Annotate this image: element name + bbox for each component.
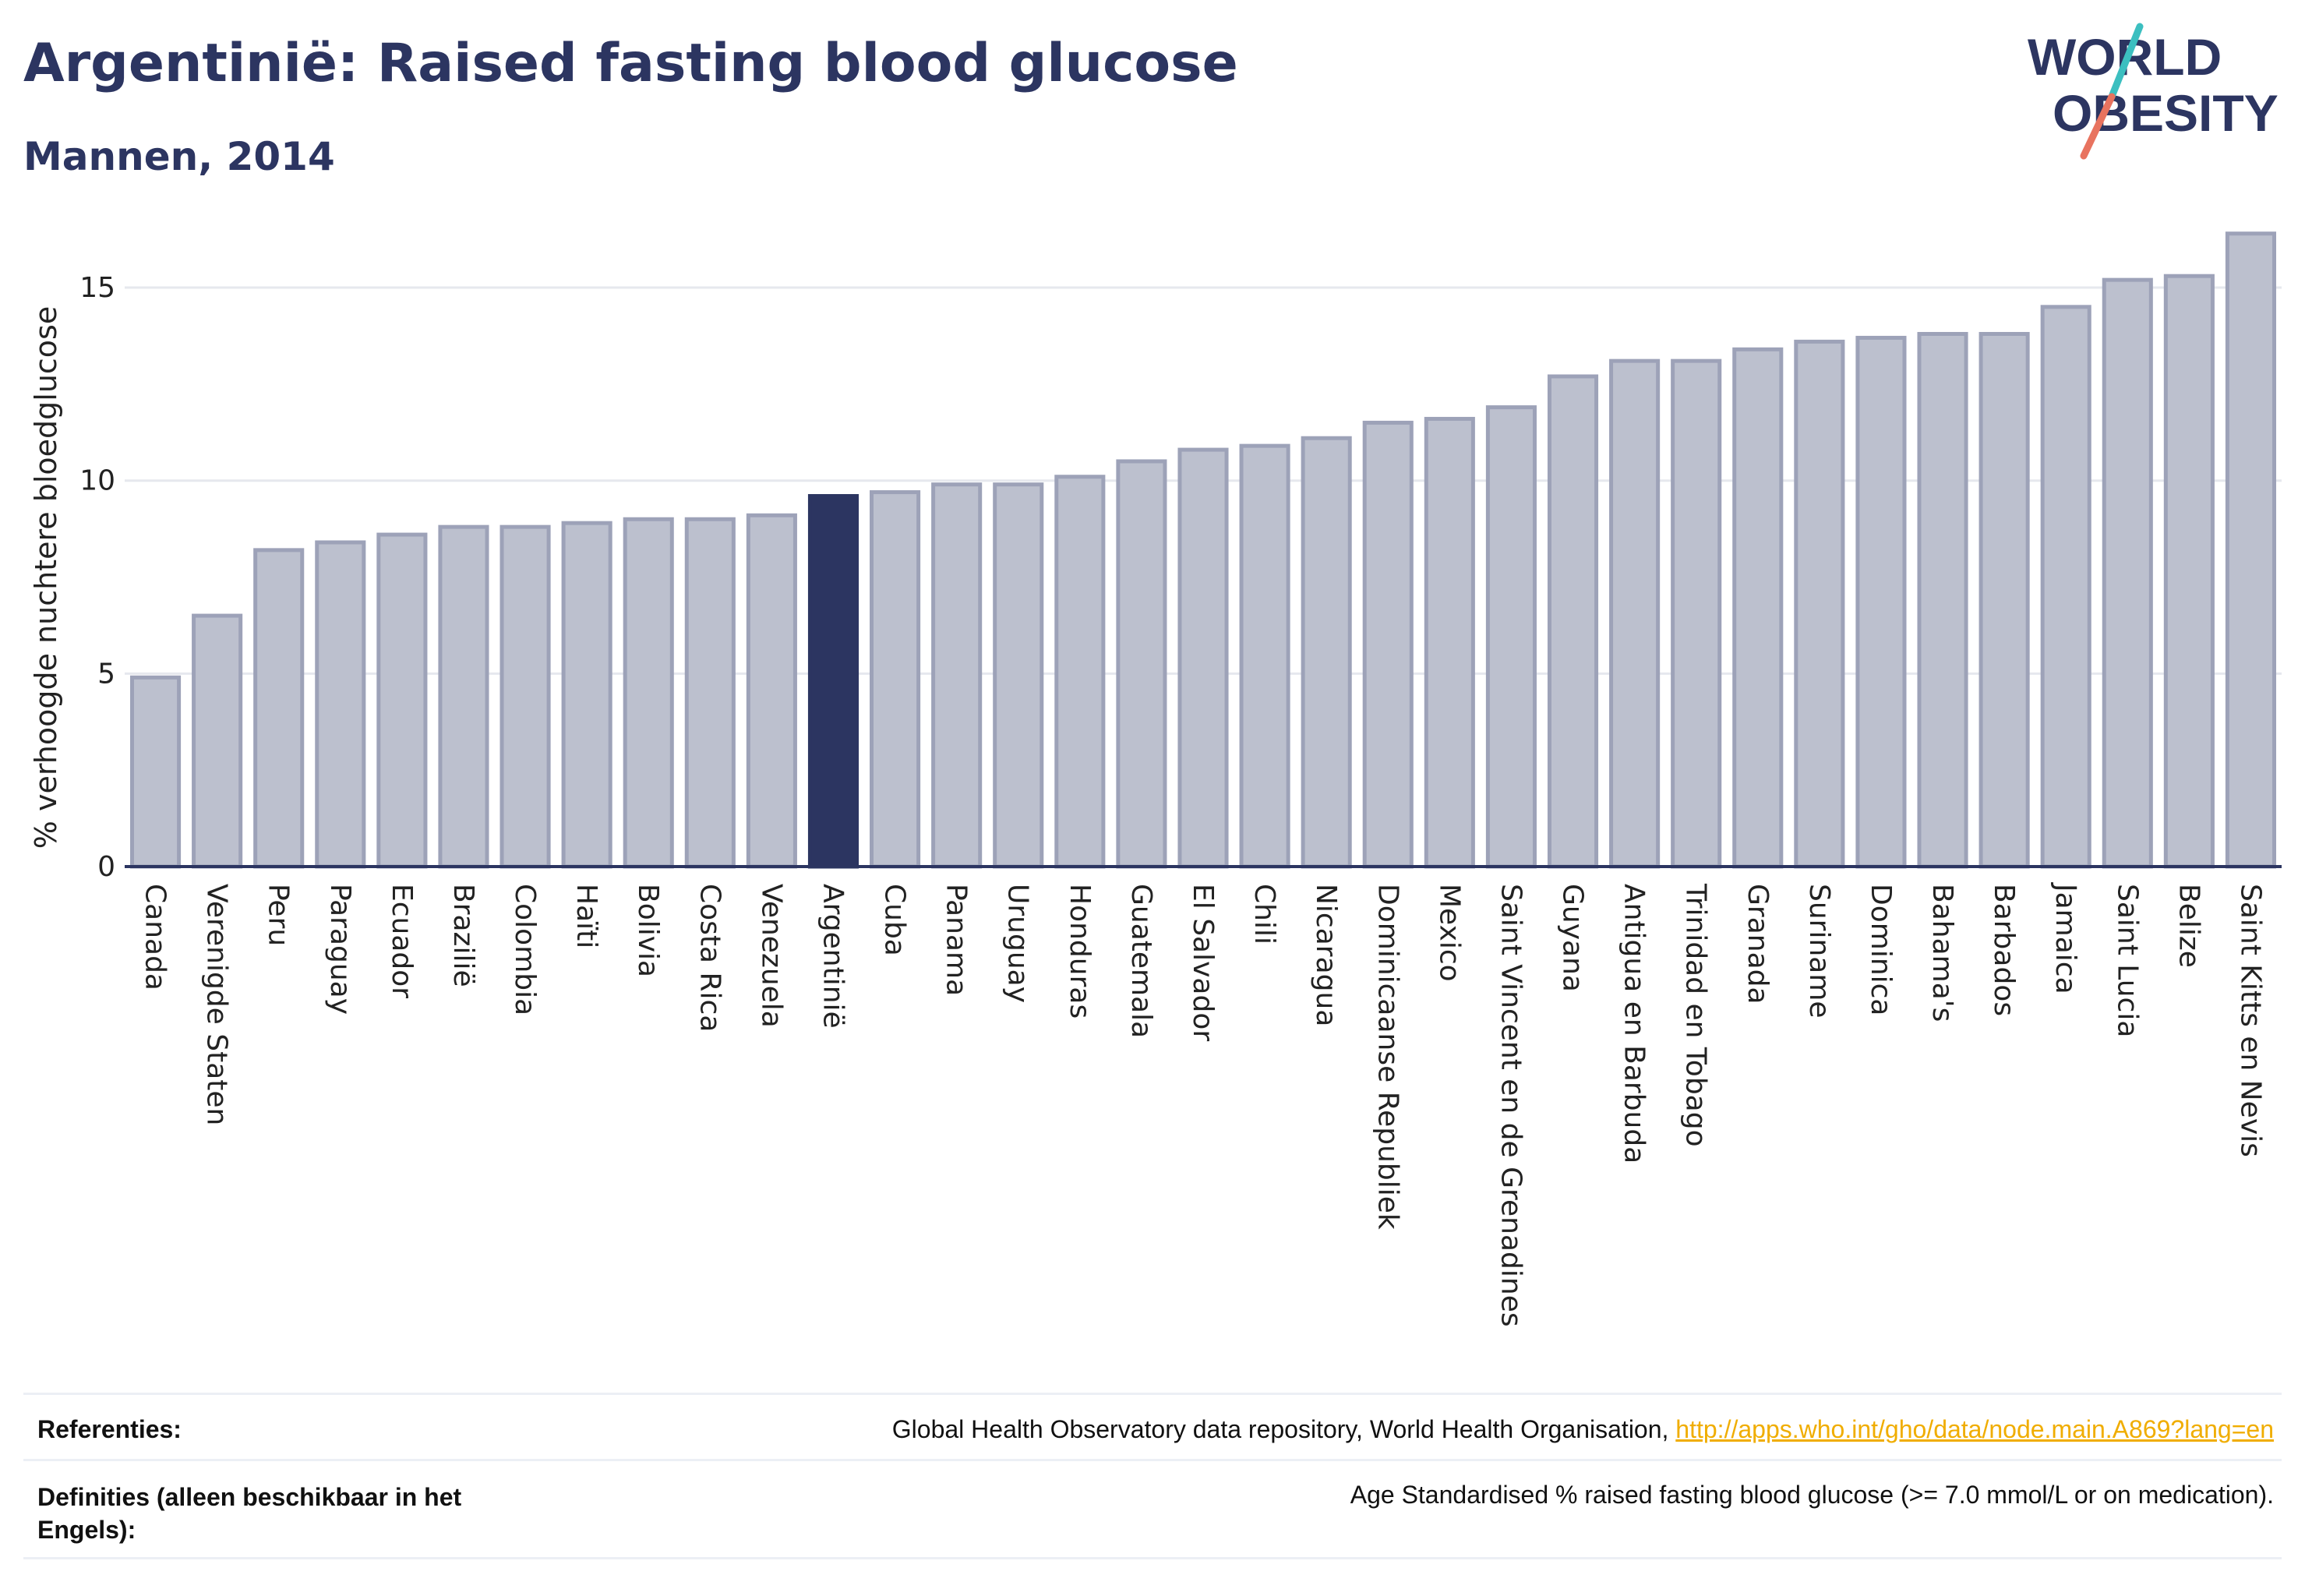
x-tick-label: Trinidad en Tobago: [1680, 883, 1712, 1147]
x-tick-label: Guatemala: [1125, 884, 1157, 1038]
x-tick-label: Argentinië: [817, 884, 849, 1029]
bar-cuba: [870, 490, 921, 869]
bar-chili: [1239, 443, 1290, 869]
x-tick-label: Dominicaanse Republiek: [1371, 884, 1403, 1230]
footer-divider-top: [23, 1393, 2282, 1395]
x-tick-label: Peru: [263, 884, 295, 946]
bar-nicaragua: [1301, 436, 1352, 869]
footer-divider-bottom: [23, 1557, 2282, 1559]
x-tick-label: Cuba: [879, 884, 911, 956]
x-tick-label: Mexico: [1433, 884, 1465, 982]
x-tick-label: Antigua en Barbuda: [1618, 884, 1650, 1163]
bar-honduras: [1054, 475, 1106, 869]
x-tick-label: Saint Vincent en de Grenadines: [1495, 884, 1527, 1327]
definitions-label: Definities (alleen beschikbaar in het En…: [37, 1483, 462, 1544]
bar-saint-lucia: [2102, 277, 2153, 869]
bar-uruguay: [993, 482, 1044, 869]
bar-guyana: [1547, 374, 1599, 869]
x-tick-label: Haïti: [570, 884, 602, 948]
bar-ecuador: [376, 532, 428, 869]
bar-barbados: [1978, 331, 2030, 869]
references-text: Global Health Observatory data repositor…: [892, 1415, 2274, 1444]
x-tick-label: Bolivia: [632, 884, 664, 977]
bar-venezuela: [746, 513, 797, 869]
world-obesity-logo: WORLD OBESITY: [2028, 23, 2279, 160]
references-link[interactable]: http://apps.who.int/gho/data/node.main.A…: [1675, 1415, 2274, 1443]
x-tick-label: Chili: [1248, 884, 1280, 945]
bar-saint-vincent-en-de-grenadines: [1485, 405, 1537, 869]
logo-slash-teal-icon: [2108, 23, 2144, 101]
x-tick-label: Suriname: [1803, 884, 1835, 1019]
x-tick-label: Uruguay: [1002, 884, 1034, 1003]
bar-costa-rica: [684, 517, 736, 869]
y-tick-label: 15: [79, 272, 115, 304]
bar-antigua-en-barbuda: [1609, 358, 1661, 869]
x-tick-label: Panama: [941, 884, 972, 996]
bar-trinidad-en-tobago: [1671, 358, 1722, 869]
bar-saint-kitts-en-nevis: [2225, 231, 2277, 869]
bar-mexico: [1424, 416, 1475, 869]
bar-el-salvador: [1177, 447, 1229, 869]
y-tick-label: 10: [79, 465, 115, 497]
x-tick-label: Saint Lucia: [2111, 884, 2143, 1037]
y-tick-label: 0: [97, 851, 115, 883]
bar-belize: [2163, 274, 2215, 869]
x-tick-label: Paraguay: [324, 884, 356, 1015]
bar-brazili-: [438, 524, 489, 869]
logo-text-obesity: OBESITY: [2053, 84, 2279, 142]
x-tick-label: Ecuador: [386, 884, 418, 998]
x-tick-label: Honduras: [1064, 884, 1096, 1019]
bar-ha-ti: [561, 521, 612, 869]
definitions-text: Age Standardised % raised fasting blood …: [1350, 1481, 2274, 1509]
footer-divider-middle: [23, 1459, 2282, 1461]
references-label: Referenties:: [37, 1415, 182, 1443]
x-tick-label: Dominica: [1865, 884, 1897, 1016]
x-tick-label: Belize: [2173, 884, 2204, 968]
x-tick-label: Nicaragua: [1310, 884, 1342, 1026]
chart-subtitle: Mannen, 2014: [23, 134, 335, 179]
x-tick-label: Guyana: [1557, 884, 1589, 992]
references-source: Global Health Observatory data repositor…: [891, 1415, 1676, 1443]
bar-granada: [1732, 347, 1784, 869]
bar-jamaica: [2040, 305, 2091, 869]
bar-dominica: [1855, 335, 1907, 869]
bar-peru: [253, 548, 305, 869]
x-tick-label: Barbados: [1988, 884, 2020, 1016]
x-tick-label: Saint Kitts en Nevis: [2234, 884, 2266, 1157]
bar-paraguay: [315, 540, 366, 869]
x-tick-label: Costa Rica: [694, 884, 725, 1032]
chart-title: Argentinië: Raised fasting blood glucose: [23, 33, 1238, 94]
logo-slash-coral-icon: [2080, 93, 2116, 160]
bar-panama: [931, 482, 983, 869]
bar-suriname: [1794, 339, 1845, 869]
bar-dominicaanse-republiek: [1362, 420, 1414, 869]
bar-colombia: [499, 524, 551, 869]
bar-bahama-s: [1917, 331, 1968, 869]
bar-argentini-: [807, 494, 860, 869]
x-tick-label: Granada: [1742, 884, 1774, 1005]
x-tick-label: Verenigde Staten: [201, 884, 233, 1125]
x-tick-label: Canada: [139, 884, 171, 990]
bar-bolivia: [623, 517, 674, 869]
bar-canada: [129, 675, 182, 869]
bar-guatemala: [1116, 459, 1167, 869]
x-tick-label: Jamaica: [2049, 882, 2081, 994]
y-axis-label: % verhoogde nuchtere bloedglucose: [29, 306, 63, 849]
x-tick-label: Colombia: [509, 884, 541, 1015]
x-tick-label: El Salvador: [1187, 884, 1219, 1041]
bar-chart: 0 5 10 15 % verhoogde nuchtere bloedglucose C…: [29, 231, 2282, 1327]
bar-verenigde-staten: [192, 613, 243, 869]
x-tick-label: Brazilië: [447, 884, 479, 987]
x-tick-label: Venezuela: [755, 884, 787, 1028]
y-tick-label: 5: [97, 658, 115, 690]
x-tick-label: Bahama's: [1926, 884, 1958, 1022]
